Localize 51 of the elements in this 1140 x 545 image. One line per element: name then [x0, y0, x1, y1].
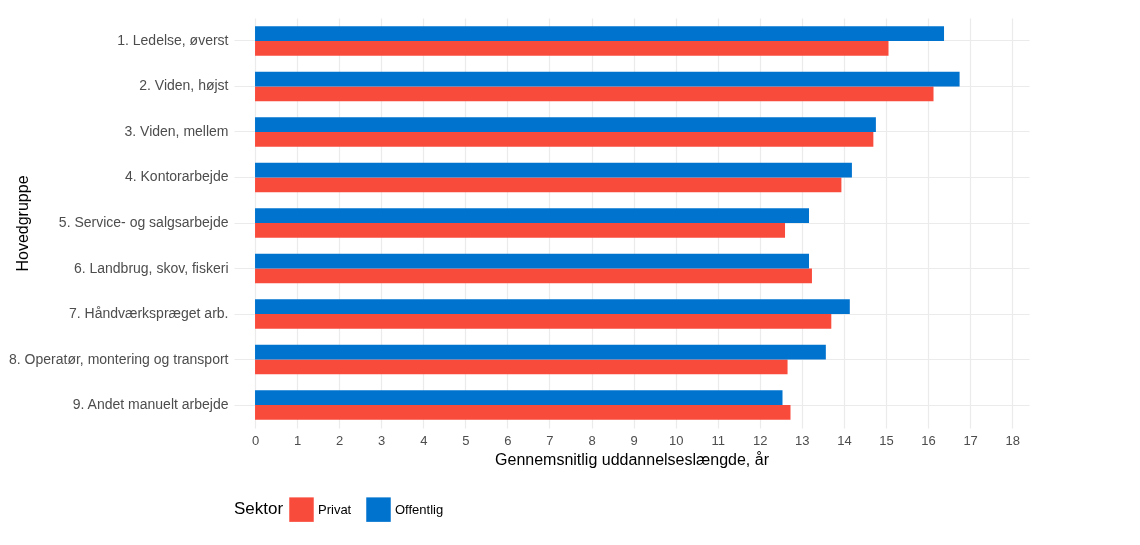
x-axis-title: Gennemsnitlig uddannelseslængde, år — [495, 450, 770, 468]
y-tick-label: 5. Service- og salgsarbejde — [58, 214, 229, 230]
x-tick-label: 1 — [293, 432, 302, 448]
bar — [255, 117, 876, 132]
y-tick-label: 8. Operatør, montering og transport — [9, 350, 229, 367]
legend-title: Sektor — [234, 499, 284, 518]
y-tick-label: 1. Ledelse, øverst — [117, 31, 229, 48]
x-tick-label: 14 — [837, 432, 852, 448]
x-tick-label: 0 — [251, 432, 260, 448]
x-tick-label: 17 — [963, 432, 978, 448]
bar — [255, 268, 812, 284]
x-tick-label: 13 — [795, 432, 810, 448]
bar — [255, 299, 850, 315]
x-tick-label: 18 — [1005, 432, 1020, 448]
x-tick-label: 11 — [711, 432, 725, 448]
bar — [255, 405, 791, 420]
bar — [255, 208, 810, 223]
bar — [255, 177, 842, 193]
bar — [255, 162, 852, 178]
bar — [255, 359, 788, 375]
legend-label: Offentlig — [395, 501, 444, 517]
bar — [255, 344, 826, 360]
x-tick-label: 9 — [630, 432, 638, 448]
y-tick-label: 4. Kontorarbejde — [124, 168, 229, 185]
bar — [255, 26, 945, 41]
x-tick-label: 2 — [336, 432, 344, 448]
x-tick-label: 12 — [753, 432, 768, 448]
x-tick-label: 6 — [504, 432, 512, 448]
x-tick-label: 10 — [668, 432, 684, 448]
bar — [255, 314, 832, 329]
bar — [255, 253, 810, 269]
x-tick-label: 3 — [378, 432, 386, 448]
x-tick-label: 16 — [921, 432, 936, 448]
bar — [255, 131, 874, 147]
y-axis-title: Hovedgruppe — [13, 175, 31, 272]
bar — [255, 223, 786, 238]
bar — [255, 40, 889, 56]
y-tick-label: 2. Viden, højst — [139, 77, 229, 94]
x-tick-label: 15 — [879, 432, 894, 448]
y-tick-label: 3. Viden, mellem — [124, 122, 229, 139]
legend-label: Privat — [318, 501, 352, 517]
y-tick-label: 9. Andet manuelt arbejde — [72, 396, 229, 413]
bar — [255, 71, 960, 87]
x-tick-label: 8 — [588, 432, 596, 448]
bar — [255, 390, 783, 406]
y-tick-label: 6. Landbrug, skov, fiskeri — [73, 259, 229, 276]
bar — [255, 86, 934, 102]
x-tick-label: 4 — [420, 432, 428, 448]
y-tick-label: 7. Håndværkspræget arb. — [68, 305, 229, 322]
x-tick-label: 7 — [546, 432, 554, 448]
x-tick-label: 5 — [462, 432, 470, 448]
